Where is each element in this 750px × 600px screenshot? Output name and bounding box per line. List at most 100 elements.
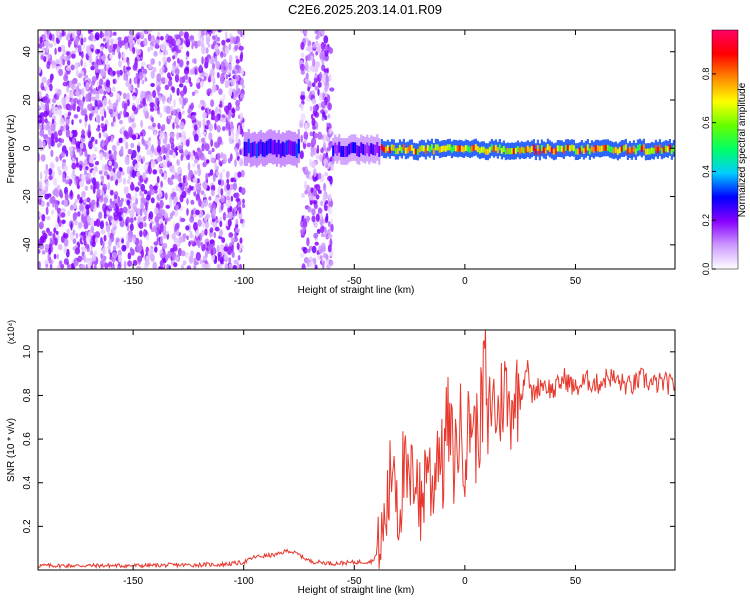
heatmap-cell bbox=[90, 199, 96, 206]
heatmap-cell bbox=[214, 55, 218, 63]
heatmap-cell bbox=[102, 240, 105, 247]
heatmap-cell bbox=[90, 65, 95, 71]
y-tick-label: -40 bbox=[22, 237, 33, 252]
heatmap-cell bbox=[88, 123, 91, 133]
heatmap-cell bbox=[73, 114, 79, 119]
colorbar-tick-label: 0.8 bbox=[701, 68, 711, 81]
heatmap-cell bbox=[165, 105, 171, 115]
heatmap-cell bbox=[311, 117, 316, 127]
heatmap-cell bbox=[142, 139, 146, 147]
heatmap-cell bbox=[91, 241, 96, 248]
heatmap-cell bbox=[113, 150, 118, 156]
heatmap-cell bbox=[320, 30, 325, 36]
heatmap-cell bbox=[124, 156, 130, 165]
heatmap-cell bbox=[111, 86, 116, 93]
x-tick-label: -100 bbox=[234, 276, 254, 287]
heatmap-cell bbox=[666, 146, 669, 153]
heatmap-cell bbox=[193, 221, 198, 231]
heatmap-cell bbox=[95, 139, 98, 145]
colorbar-tick-label: 0.4 bbox=[701, 165, 711, 178]
heatmap-cell bbox=[229, 137, 233, 144]
heatmap-cell bbox=[218, 88, 223, 95]
heatmap-cell bbox=[488, 146, 491, 153]
heatmap-cell bbox=[230, 237, 235, 242]
heatmap-cell bbox=[404, 147, 407, 154]
heatmap-cell bbox=[130, 181, 134, 190]
heatmap-cell bbox=[52, 97, 57, 104]
heatmap-cell bbox=[127, 148, 133, 155]
heatmap-cell bbox=[191, 43, 194, 50]
heatmap-cell bbox=[117, 113, 121, 120]
heatmap-cell bbox=[328, 47, 334, 54]
heatmap-cell bbox=[208, 196, 212, 201]
heatmap-cell bbox=[149, 222, 153, 230]
heatmap-cell bbox=[65, 66, 71, 71]
heatmap-cell bbox=[91, 96, 97, 102]
heatmap-cell bbox=[206, 30, 212, 33]
heatmap-cell bbox=[285, 140, 288, 155]
heatmap-cell bbox=[129, 78, 132, 85]
heatmap-cell bbox=[101, 139, 105, 147]
heatmap-cell bbox=[38, 249, 41, 254]
heatmap-cell bbox=[311, 208, 316, 216]
heatmap-cell bbox=[344, 146, 347, 158]
heatmap-cell bbox=[646, 148, 649, 155]
heatmap-cell bbox=[151, 117, 154, 123]
heatmap-cell bbox=[177, 166, 183, 175]
heatmap-cell bbox=[101, 177, 105, 184]
heatmap-cell bbox=[165, 254, 169, 262]
heatmap-cell bbox=[193, 264, 197, 269]
heatmap-cell bbox=[235, 99, 241, 107]
heatmap-cell bbox=[55, 230, 59, 235]
colorbar-tick-label: 0.6 bbox=[701, 116, 711, 129]
heatmap-cell bbox=[406, 147, 409, 154]
heatmap-cell bbox=[160, 36, 164, 41]
heatmap-cell bbox=[340, 146, 343, 157]
heatmap-cell bbox=[658, 144, 661, 151]
heatmap-cell bbox=[450, 146, 453, 153]
heatmap-cell bbox=[44, 193, 50, 200]
heatmap-cell bbox=[384, 146, 387, 153]
heatmap-cell bbox=[62, 176, 66, 183]
heatmap-cell bbox=[239, 149, 242, 156]
heatmap-cell bbox=[520, 146, 523, 153]
heatmap-cell bbox=[198, 30, 202, 36]
heatmap-cell bbox=[152, 122, 156, 128]
heatmap-cell bbox=[45, 41, 50, 46]
heatmap-cell bbox=[138, 141, 141, 147]
heatmap-cell bbox=[140, 94, 144, 100]
heatmap-cell bbox=[96, 188, 102, 198]
heatmap-cell bbox=[128, 204, 131, 210]
heatmap-cell bbox=[225, 107, 229, 116]
heatmap-cell bbox=[458, 145, 461, 152]
heatmap-cell bbox=[39, 129, 45, 137]
heatmap-cell bbox=[378, 146, 381, 157]
heatmap-cell bbox=[100, 237, 103, 246]
heatmap-cell bbox=[228, 263, 233, 269]
heatmap-cell bbox=[328, 128, 333, 135]
heatmap-cell bbox=[462, 146, 465, 153]
heatmap-cell bbox=[38, 261, 41, 269]
heatmap-cell bbox=[168, 264, 171, 269]
heatmap-cell bbox=[140, 119, 143, 128]
heatmap-cell bbox=[143, 216, 147, 222]
heatmap-cell bbox=[330, 165, 334, 171]
heatmap-cell bbox=[594, 145, 597, 152]
heatmap-cell bbox=[95, 181, 100, 190]
heatmap-cell bbox=[74, 47, 79, 53]
heatmap-cell bbox=[201, 106, 205, 111]
heatmap-cell bbox=[144, 106, 148, 111]
heatmap-cell bbox=[114, 37, 119, 44]
heatmap-cell bbox=[88, 140, 93, 150]
heatmap-cell bbox=[51, 209, 54, 215]
heatmap-cell bbox=[129, 247, 133, 253]
heatmap-cell bbox=[79, 180, 85, 188]
heatmap-cell bbox=[261, 142, 264, 157]
heatmap-cell bbox=[227, 211, 233, 220]
heatmap-cell bbox=[211, 147, 215, 153]
heatmap-cell bbox=[217, 254, 221, 262]
heatmap-cell bbox=[57, 216, 60, 225]
heatmap-cell bbox=[207, 172, 211, 177]
heatmap-cell bbox=[132, 234, 136, 244]
heatmap-cell bbox=[120, 171, 125, 176]
